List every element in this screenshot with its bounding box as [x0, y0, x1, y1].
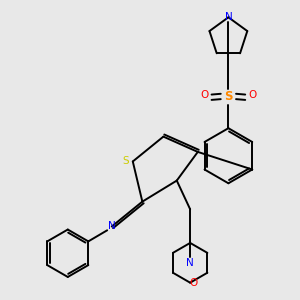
Text: N: N — [224, 12, 232, 22]
Text: O: O — [248, 90, 256, 100]
Text: O: O — [201, 90, 209, 100]
Text: N: N — [108, 221, 116, 232]
Text: O: O — [189, 278, 197, 288]
Text: S: S — [224, 90, 232, 103]
Text: S: S — [123, 157, 129, 166]
Text: N: N — [186, 258, 194, 268]
